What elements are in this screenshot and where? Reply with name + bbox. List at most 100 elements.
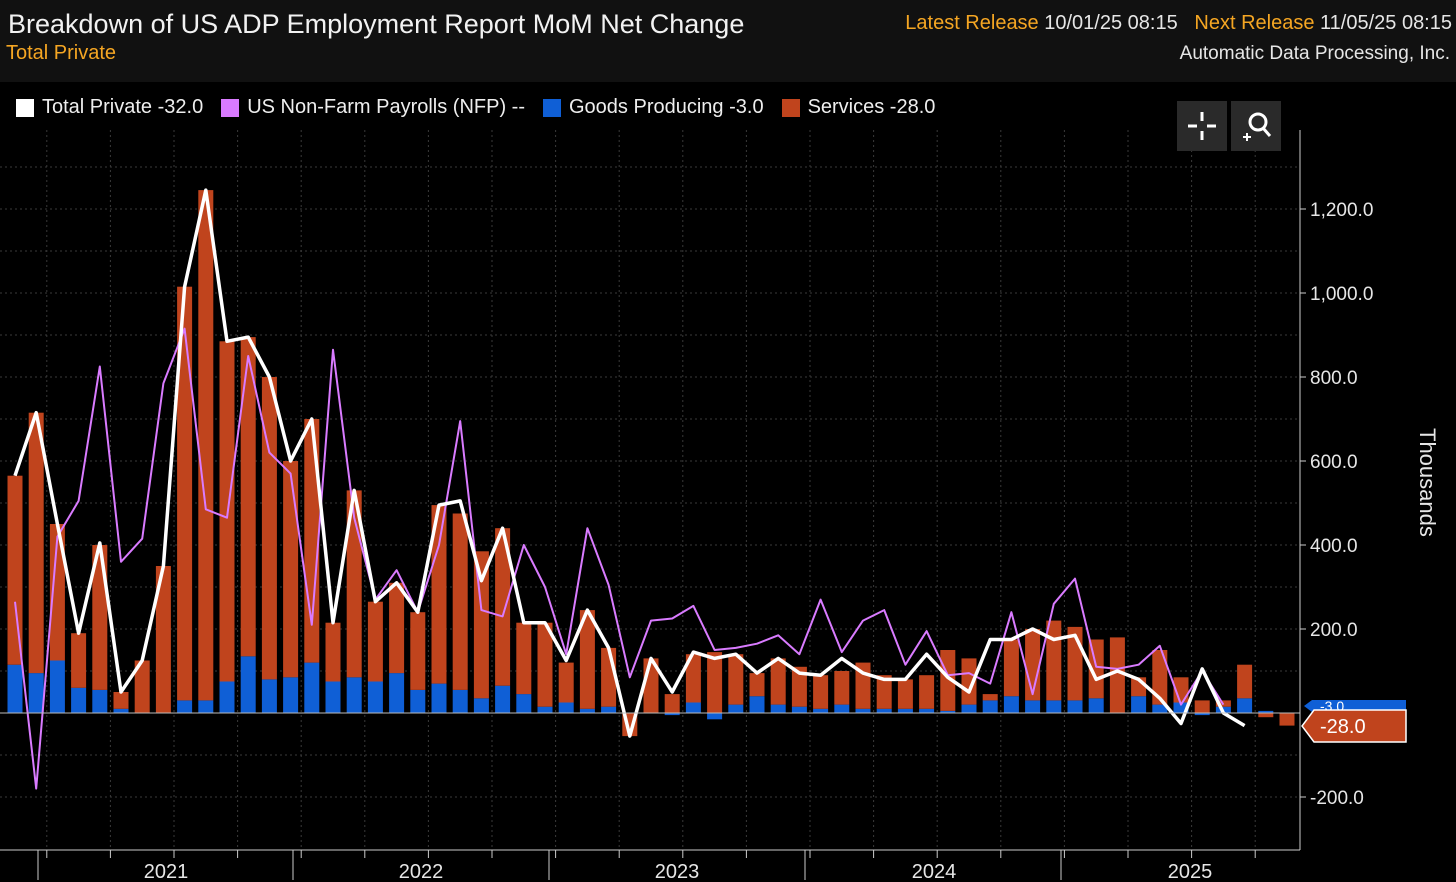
services-bar	[49, 524, 65, 661]
legend-label: Total Private -32.0	[42, 96, 204, 118]
goods-bar	[410, 689, 426, 713]
goods-bar	[813, 708, 829, 713]
chart-toolbar	[1177, 101, 1281, 151]
crosshair-icon	[1188, 112, 1216, 140]
services-bar	[261, 377, 277, 680]
goods-bar	[685, 702, 701, 713]
services-bar	[749, 673, 765, 697]
services-bar	[813, 675, 829, 709]
goods-bar	[940, 710, 956, 713]
services-bar	[876, 675, 892, 709]
stacked-bars	[7, 190, 1295, 737]
goods-bar	[601, 706, 617, 713]
services-bar	[325, 622, 341, 682]
goods-bar	[431, 683, 447, 713]
goods-bar	[283, 677, 299, 713]
services-bar	[1152, 650, 1168, 705]
data-source: Automatic Data Processing, Inc.	[1179, 43, 1450, 64]
services-bar	[537, 622, 553, 707]
total-private-line	[13, 188, 1246, 738]
goods-bar	[177, 700, 193, 713]
services-bar	[919, 675, 935, 709]
services-bar	[1109, 637, 1125, 713]
chart-title: Breakdown of US ADP Employment Report Mo…	[8, 9, 745, 39]
goods-bar	[876, 708, 892, 713]
services-bar	[410, 612, 426, 690]
services-bar	[177, 286, 193, 701]
services-bar	[240, 337, 256, 657]
y-axis-label: Thousands	[1415, 428, 1440, 537]
services-bar	[389, 582, 405, 674]
goods-bar	[367, 681, 383, 713]
legend-item-goods-producing[interactable]: Goods Producing -3.0	[543, 96, 764, 119]
y-tick-label: -200.0	[1310, 788, 1364, 809]
services-bar	[579, 610, 595, 709]
next-release-value: 11/05/25 08:15	[1320, 12, 1452, 34]
goods-bar	[71, 687, 87, 713]
legend-item-total-private[interactable]: Total Private -32.0	[16, 96, 203, 119]
y-tick-label: 800.0	[1310, 368, 1358, 389]
goods-bar	[92, 689, 108, 713]
series-lines	[13, 188, 1246, 790]
goods-bar	[537, 706, 553, 713]
goods-bar	[516, 694, 532, 713]
services-bar	[198, 190, 214, 701]
services-bar	[664, 694, 680, 713]
legend-label: Services -28.0	[807, 96, 936, 118]
legend: Total Private -32.0 US Non-Farm Payrolls…	[16, 96, 935, 119]
goods-bar	[728, 704, 744, 713]
x-tick-label: 2024	[912, 861, 957, 882]
services-bar	[834, 671, 850, 705]
legend-item-nfp[interactable]: US Non-Farm Payrolls (NFP) --	[221, 96, 525, 119]
release-info: Latest Release 10/01/25 08:15 Next Relea…	[905, 12, 1452, 35]
x-tick-label: 2021	[144, 861, 189, 882]
services-bar	[601, 647, 617, 707]
services-bar	[155, 566, 171, 713]
goods-bar	[198, 700, 214, 713]
y-tick-label: 1,000.0	[1310, 284, 1373, 305]
goods-bar	[834, 704, 850, 713]
services-bar	[897, 679, 913, 709]
services-bar	[1046, 620, 1062, 701]
last-value-tags: -3.0-28.0	[1301, 698, 1407, 743]
y-tick-label: 400.0	[1310, 536, 1358, 557]
legend-item-services[interactable]: Services -28.0	[781, 96, 936, 119]
zoom-icon	[1243, 112, 1272, 141]
services-bar	[1025, 629, 1041, 701]
services-bar	[516, 622, 532, 695]
crosshair-button[interactable]	[1177, 101, 1227, 151]
services-bar	[961, 658, 977, 705]
goods-bar	[1003, 696, 1019, 713]
goods-bar	[579, 708, 595, 713]
goods-bar	[1237, 698, 1253, 713]
x-tick-label: 2022	[399, 861, 444, 882]
goods-last-value-tag	[1304, 700, 1406, 712]
goods-bar	[1046, 700, 1062, 713]
goods-bar	[346, 677, 362, 713]
goods-bar	[982, 700, 998, 713]
legend-swatch	[781, 98, 800, 117]
goods-bar	[1067, 700, 1083, 713]
goods-bar	[473, 698, 489, 713]
goods-bar	[495, 685, 511, 713]
goods-bar	[791, 706, 807, 713]
services-bar	[28, 412, 44, 674]
goods-bar	[749, 696, 765, 713]
services-bar	[452, 513, 468, 690]
goods-bar	[919, 708, 935, 713]
zoom-button[interactable]	[1231, 101, 1281, 151]
services-bar	[7, 475, 23, 665]
legend-label: US Non-Farm Payrolls (NFP) --	[247, 96, 525, 118]
legend-swatch	[16, 98, 34, 117]
goods-bar	[1152, 704, 1168, 713]
goods-bar	[897, 708, 913, 713]
goods-bar	[1088, 698, 1104, 713]
goods-bar	[1173, 702, 1189, 713]
x-tick-label: 2025	[1168, 861, 1213, 882]
chart-subtitle: Total Private	[6, 42, 117, 64]
y-tick-label: 600.0	[1310, 452, 1358, 473]
y-tick-label: 200.0	[1310, 620, 1358, 641]
goods-bar	[389, 673, 405, 713]
services-bar	[431, 505, 447, 684]
header-bar: Breakdown of US ADP Employment Report Mo…	[0, 0, 1456, 82]
